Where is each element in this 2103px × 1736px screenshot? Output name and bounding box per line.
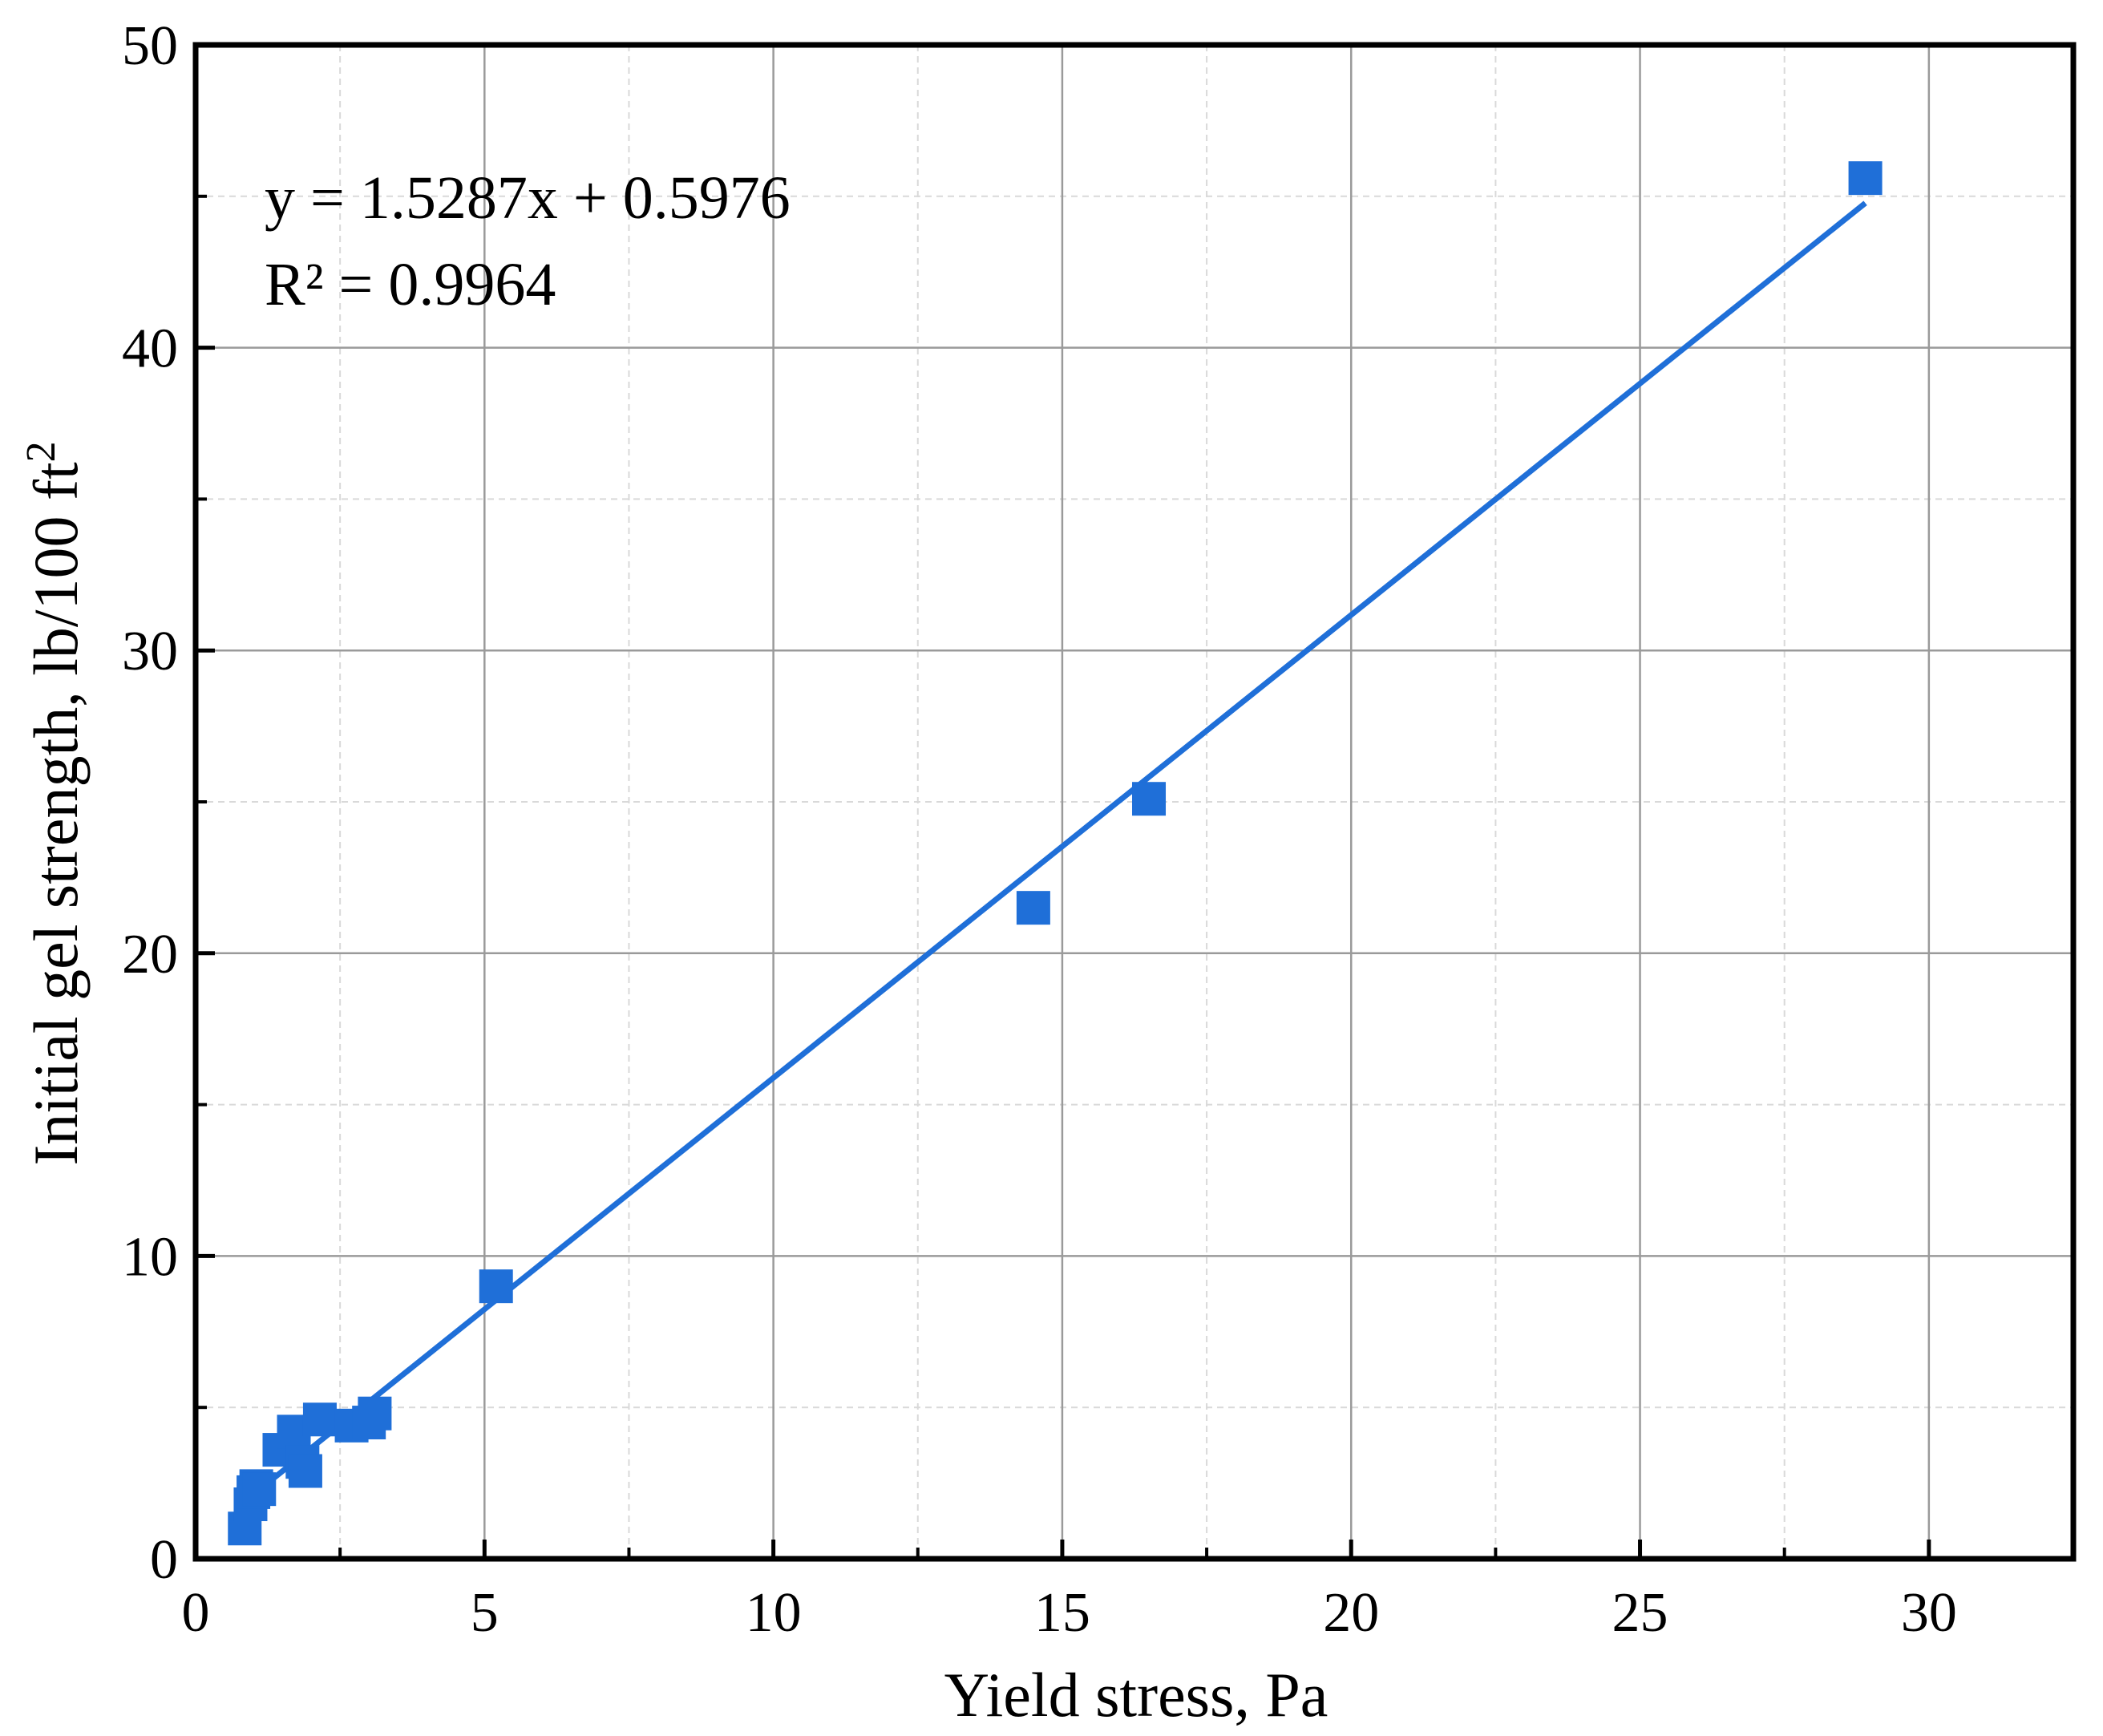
- x-tick-label: 30: [1901, 1582, 1957, 1644]
- data-point: [1848, 161, 1883, 196]
- trendline: [243, 200, 1867, 1504]
- data-point: [479, 1269, 513, 1304]
- data-points: [228, 161, 1883, 1546]
- y-axis-title-main: Initial gel strength, lb/100 ft: [21, 462, 91, 1166]
- r-squared: R² = 0.9964: [265, 251, 556, 318]
- grid: [196, 45, 2073, 1559]
- y-axis-title: Initial gel strength, lb/100 ft2: [18, 441, 91, 1165]
- y-tick-labels: 0 10 20 30 40 50: [122, 15, 178, 1591]
- y-tick-label: 30: [122, 621, 178, 682]
- data-point: [1016, 891, 1050, 925]
- x-tick-labels: 0 5 10 15 20 25 30: [182, 1582, 1957, 1644]
- y-tick-label: 0: [150, 1529, 178, 1591]
- x-tick-label: 20: [1323, 1582, 1379, 1644]
- x-axis-title: Yield stress, Pa: [944, 1660, 1329, 1730]
- trendline-group: [243, 200, 1867, 1504]
- data-point: [302, 1402, 337, 1437]
- data-point: [358, 1396, 392, 1430]
- x-tick-label: 5: [471, 1582, 499, 1644]
- x-tick-label: 0: [182, 1582, 210, 1644]
- x-tick-label: 25: [1612, 1582, 1668, 1644]
- data-point: [242, 1472, 277, 1507]
- y-tick-label: 50: [122, 15, 178, 77]
- y-axis-title-superscript: 2: [18, 441, 64, 462]
- y-tick-label: 40: [122, 318, 178, 380]
- x-tick-label: 15: [1034, 1582, 1090, 1644]
- y-tick-label: 20: [122, 924, 178, 985]
- data-point: [288, 1454, 322, 1488]
- data-point: [1132, 782, 1167, 816]
- fit-equation: y = 1.5287x + 0.5976: [265, 164, 791, 232]
- x-tick-label: 10: [746, 1582, 802, 1644]
- axis-ticks: [193, 42, 1931, 1561]
- y-tick-label: 10: [122, 1226, 178, 1288]
